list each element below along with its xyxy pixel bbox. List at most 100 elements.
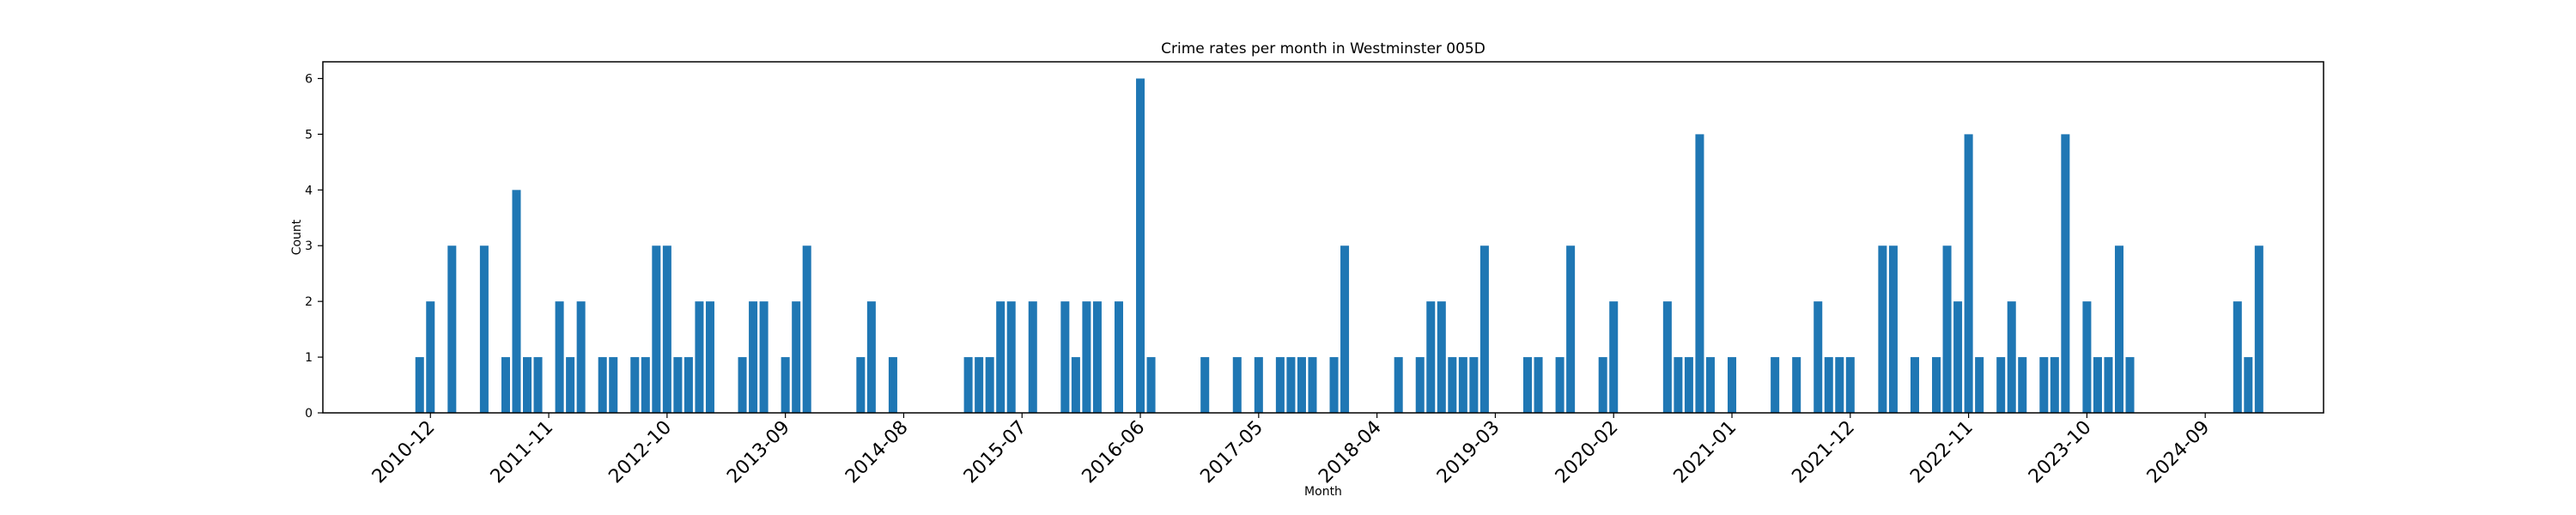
bar-2021-09 (1814, 301, 1823, 413)
bar-2020-07 (1662, 301, 1672, 413)
bar-2025-02 (2254, 245, 2263, 413)
bar-2016-06 (1136, 78, 1145, 413)
x-tick-label: 2022-11 (1906, 417, 1978, 488)
bar-2021-10 (1824, 357, 1833, 413)
bar-2014-07 (888, 357, 897, 413)
bar-2021-07 (1792, 357, 1801, 413)
x-tick-label: 2016-06 (1078, 417, 1150, 488)
x-tick-label: 2020-02 (1552, 417, 1623, 488)
bar-2013-10 (792, 301, 801, 413)
x-tick-label: 2018-04 (1315, 417, 1386, 488)
bar-2021-12 (1845, 357, 1855, 413)
y-tick-label: 5 (305, 128, 313, 142)
y-tick-label: 2 (305, 295, 313, 309)
x-tick-label: 2024-09 (2143, 417, 2215, 488)
bar-2025-01 (2244, 357, 2253, 413)
bar-2018-12 (1458, 357, 1467, 413)
x-tick-label: 2012-10 (605, 417, 676, 488)
plot-frame (322, 61, 2324, 414)
bar-2020-09 (1684, 357, 1693, 413)
bar-2017-10 (1308, 357, 1317, 413)
bar-2010-11 (415, 357, 424, 413)
bar-2015-08 (1028, 301, 1037, 413)
bar-2016-04 (1114, 301, 1123, 413)
y-tick-label: 3 (305, 239, 313, 253)
bar-2010-12 (426, 301, 435, 413)
bar-2017-05 (1254, 357, 1263, 413)
bar-2012-12 (683, 357, 693, 413)
bar-2012-08 (641, 357, 650, 413)
bar-2015-03 (975, 357, 984, 413)
bar-2017-07 (1275, 357, 1285, 413)
bar-2018-06 (1394, 357, 1403, 413)
bar-2018-09 (1426, 301, 1436, 413)
bar-2016-01 (1082, 301, 1091, 413)
bar-2022-11 (1964, 134, 1973, 413)
bar-2023-08 (2061, 134, 2070, 413)
bar-2018-10 (1437, 301, 1446, 413)
bar-2018-01 (1340, 245, 1350, 413)
x-tick-label: 2023-10 (2025, 417, 2096, 488)
bar-2014-05 (866, 301, 876, 413)
bar-2012-07 (630, 357, 640, 413)
bar-2013-06 (749, 301, 758, 413)
bar-2013-07 (759, 301, 769, 413)
bar-2013-09 (781, 357, 790, 413)
bar-2015-06 (1006, 301, 1016, 413)
chart-title: Crime rates per month in Westminster 005… (1161, 40, 1485, 58)
bar-2021-01 (1728, 357, 1737, 413)
bar-2023-07 (2050, 357, 2059, 413)
bar-2012-05 (609, 357, 618, 413)
bar-2020-01 (1598, 357, 1607, 413)
bar-2015-02 (963, 357, 973, 413)
x-tick-label: 2011-11 (487, 417, 558, 488)
bar-2016-12 (1200, 357, 1210, 413)
y-tick-label: 6 (305, 72, 313, 86)
bar-2012-01 (566, 357, 575, 413)
y-tick-label: 1 (305, 351, 313, 365)
bar-2018-11 (1448, 357, 1457, 413)
bar-2015-12 (1071, 357, 1080, 413)
x-tick-label: 2015-07 (960, 417, 1031, 488)
bar-2022-06 (1910, 357, 1919, 413)
bar-2023-10 (2082, 301, 2092, 413)
bar-2022-08 (1932, 357, 1941, 413)
bar-2013-05 (738, 357, 747, 413)
x-tick-label: 2010-12 (368, 417, 440, 488)
bar-2022-03 (1878, 245, 1887, 413)
bar-2016-02 (1092, 301, 1102, 413)
bar-2019-07 (1534, 357, 1543, 413)
x-tick-label: 2013-09 (723, 417, 794, 488)
x-tick-label: 2017-05 (1196, 417, 1267, 488)
x-axis-label: Month (1304, 485, 1342, 499)
bar-2021-05 (1771, 357, 1780, 413)
x-tick-label: 2019-03 (1433, 417, 1504, 488)
bar-2017-08 (1286, 357, 1296, 413)
bar-2011-08 (512, 190, 521, 414)
bar-2023-12 (2104, 357, 2113, 413)
bar-2019-01 (1469, 357, 1479, 413)
bar-2019-06 (1523, 357, 1533, 413)
bar-2022-12 (1975, 357, 1984, 413)
bar-2013-01 (695, 301, 704, 413)
bar-2022-04 (1888, 245, 1898, 413)
x-tick-label: 2014-08 (841, 417, 913, 488)
bars-group (415, 78, 2263, 414)
bar-2014-04 (856, 357, 866, 413)
bar-2012-09 (652, 245, 661, 413)
y-tick-label: 4 (305, 184, 313, 197)
bar-2023-04 (2018, 357, 2027, 413)
bar-2019-09 (1555, 357, 1564, 413)
bar-2024-01 (2114, 245, 2123, 413)
bar-2019-10 (1566, 245, 1576, 413)
bar-2011-12 (555, 301, 564, 413)
x-tick-label: 2021-01 (1670, 417, 1741, 488)
bar-2013-11 (802, 245, 811, 413)
bar-2023-03 (2007, 301, 2016, 413)
bar-2023-11 (2093, 357, 2102, 413)
bar-2024-12 (2233, 301, 2242, 413)
bar-2011-07 (501, 357, 510, 413)
bar-2020-11 (1705, 357, 1715, 413)
bar-2022-09 (1942, 245, 1952, 413)
